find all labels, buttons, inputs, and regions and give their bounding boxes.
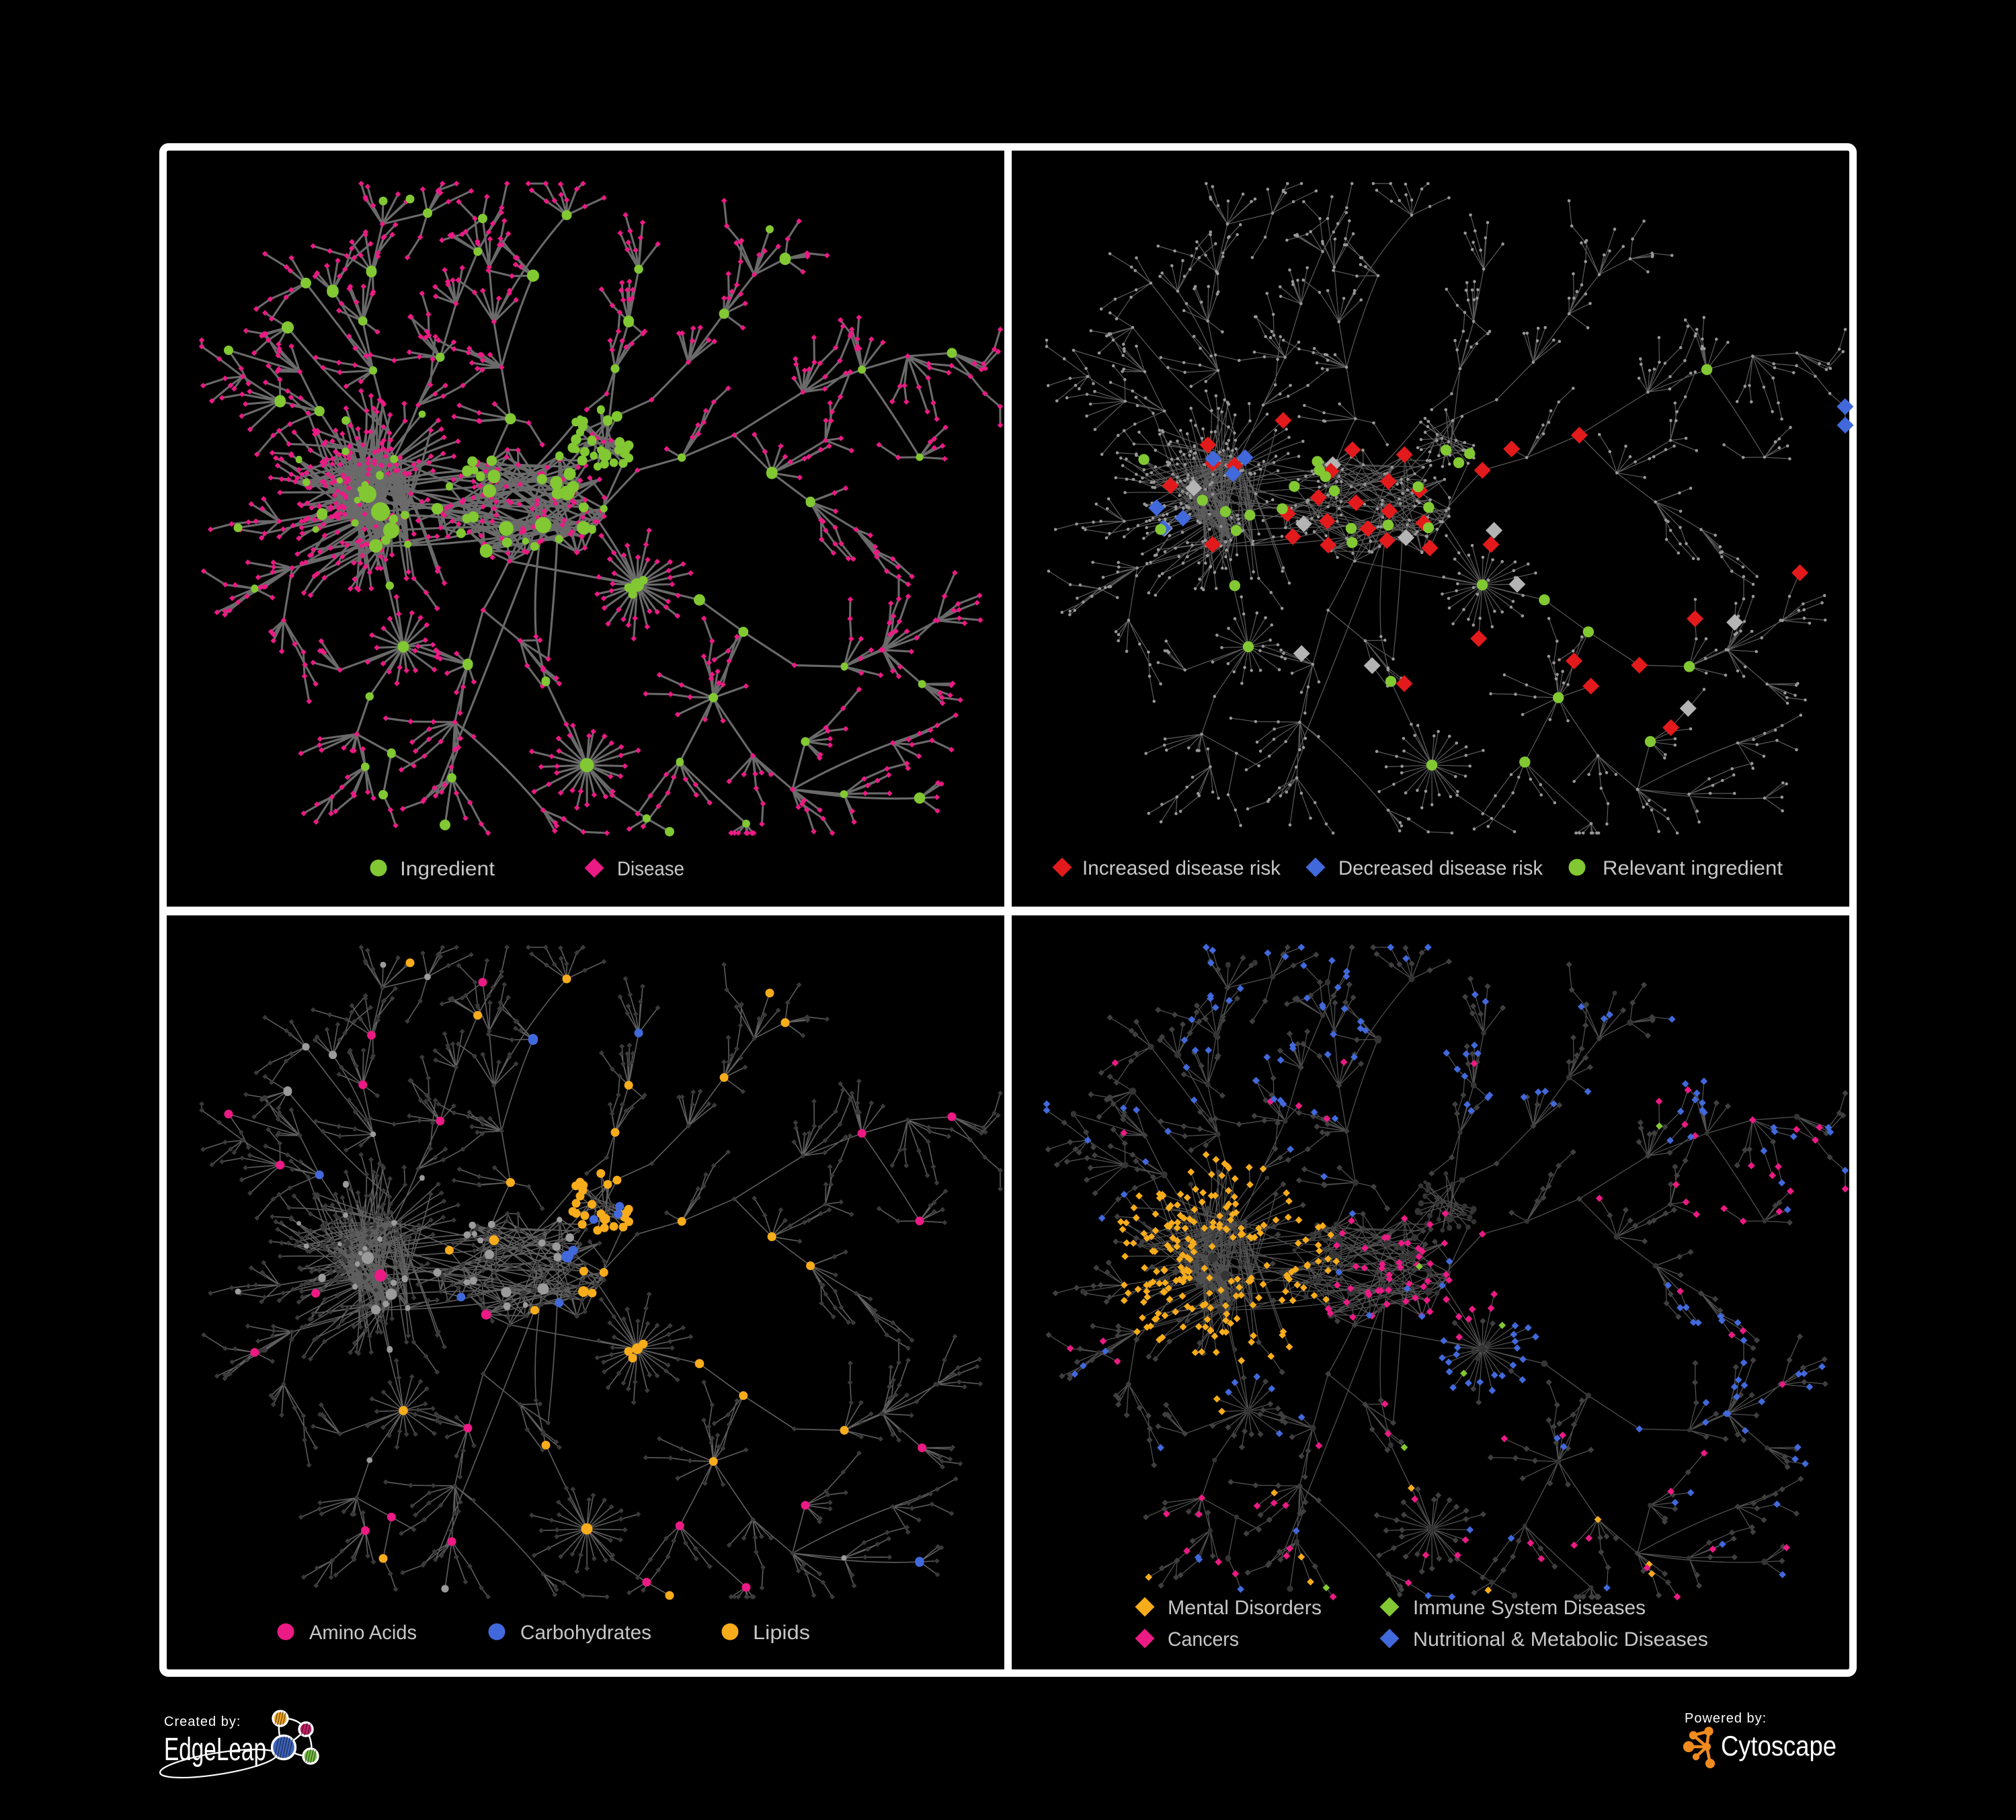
svg-text:Cancers: Cancers [1168,1628,1239,1651]
svg-text:EdgeLeap: EdgeLeap [164,1732,266,1768]
svg-text:Increased disease risk: Increased disease risk [1082,857,1281,879]
svg-text:Decreased disease risk: Decreased disease risk [1338,857,1543,879]
svg-text:Relevant ingredient: Relevant ingredient [1603,857,1783,879]
svg-text:Cytoscape: Cytoscape [1721,1730,1837,1762]
svg-text:Carbohydrates: Carbohydrates [520,1622,651,1644]
svg-text:Created by:: Created by: [164,1714,241,1729]
svg-text:Nutritional & Metabolic Diseas: Nutritional & Metabolic Diseases [1413,1628,1708,1651]
svg-text:Ingredient: Ingredient [400,858,495,880]
svg-text:Amino Acids: Amino Acids [309,1622,417,1644]
svg-text:Powered by:: Powered by: [1685,1711,1767,1726]
svg-text:Immune System Diseases: Immune System Diseases [1413,1597,1646,1619]
svg-text:Disease: Disease [617,858,684,880]
svg-text:Mental Disorders: Mental Disorders [1168,1597,1322,1619]
svg-text:Lipids: Lipids [753,1622,810,1644]
